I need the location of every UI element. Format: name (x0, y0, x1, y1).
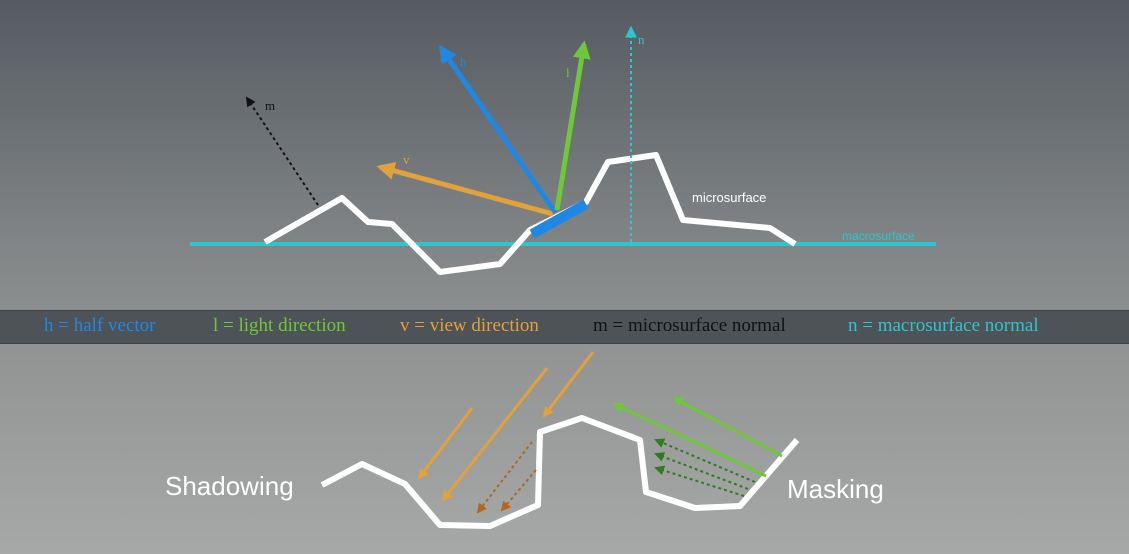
macrosurface-label: macrosurface (842, 229, 915, 243)
v-label: v (403, 152, 410, 167)
n-label: n (638, 32, 645, 47)
shadow-ray-occluded-1 (476, 441, 533, 514)
h-arrow (438, 45, 558, 214)
mask-ray-occluded-2 (654, 452, 749, 490)
microfacet-highlight (529, 199, 589, 239)
shadowing-label: Shadowing (165, 471, 294, 501)
shadow-ray-occluded-2 (500, 469, 537, 512)
l-label: l (566, 65, 570, 80)
mask-ray-1 (672, 396, 783, 458)
masking-label: Masking (787, 474, 884, 504)
legend-microsurface-normal: m = microsurface normal (593, 315, 786, 336)
shadow-ray-2 (441, 367, 549, 502)
legend-half-vector: h = half vector (44, 315, 156, 336)
bottom-surface-outline (320, 415, 800, 529)
shadow-ray-3 (542, 351, 595, 418)
mask-ray-2 (612, 402, 767, 478)
legend-bar: h = half vector l = light direction v = … (0, 310, 1129, 344)
legend-view-direction: v = view direction (400, 315, 539, 336)
m-arrow (245, 96, 319, 206)
legend-macrosurface-normal: n = macrosurface normal (848, 315, 1039, 336)
v-arrow (376, 162, 554, 217)
microsurface-label: microsurface (692, 190, 766, 205)
l-arrow (554, 40, 591, 211)
shadow-ray-1 (417, 407, 474, 480)
h-label: h (460, 54, 467, 69)
legend-light-direction: l = light direction (213, 315, 346, 336)
m-label: m (265, 98, 275, 113)
